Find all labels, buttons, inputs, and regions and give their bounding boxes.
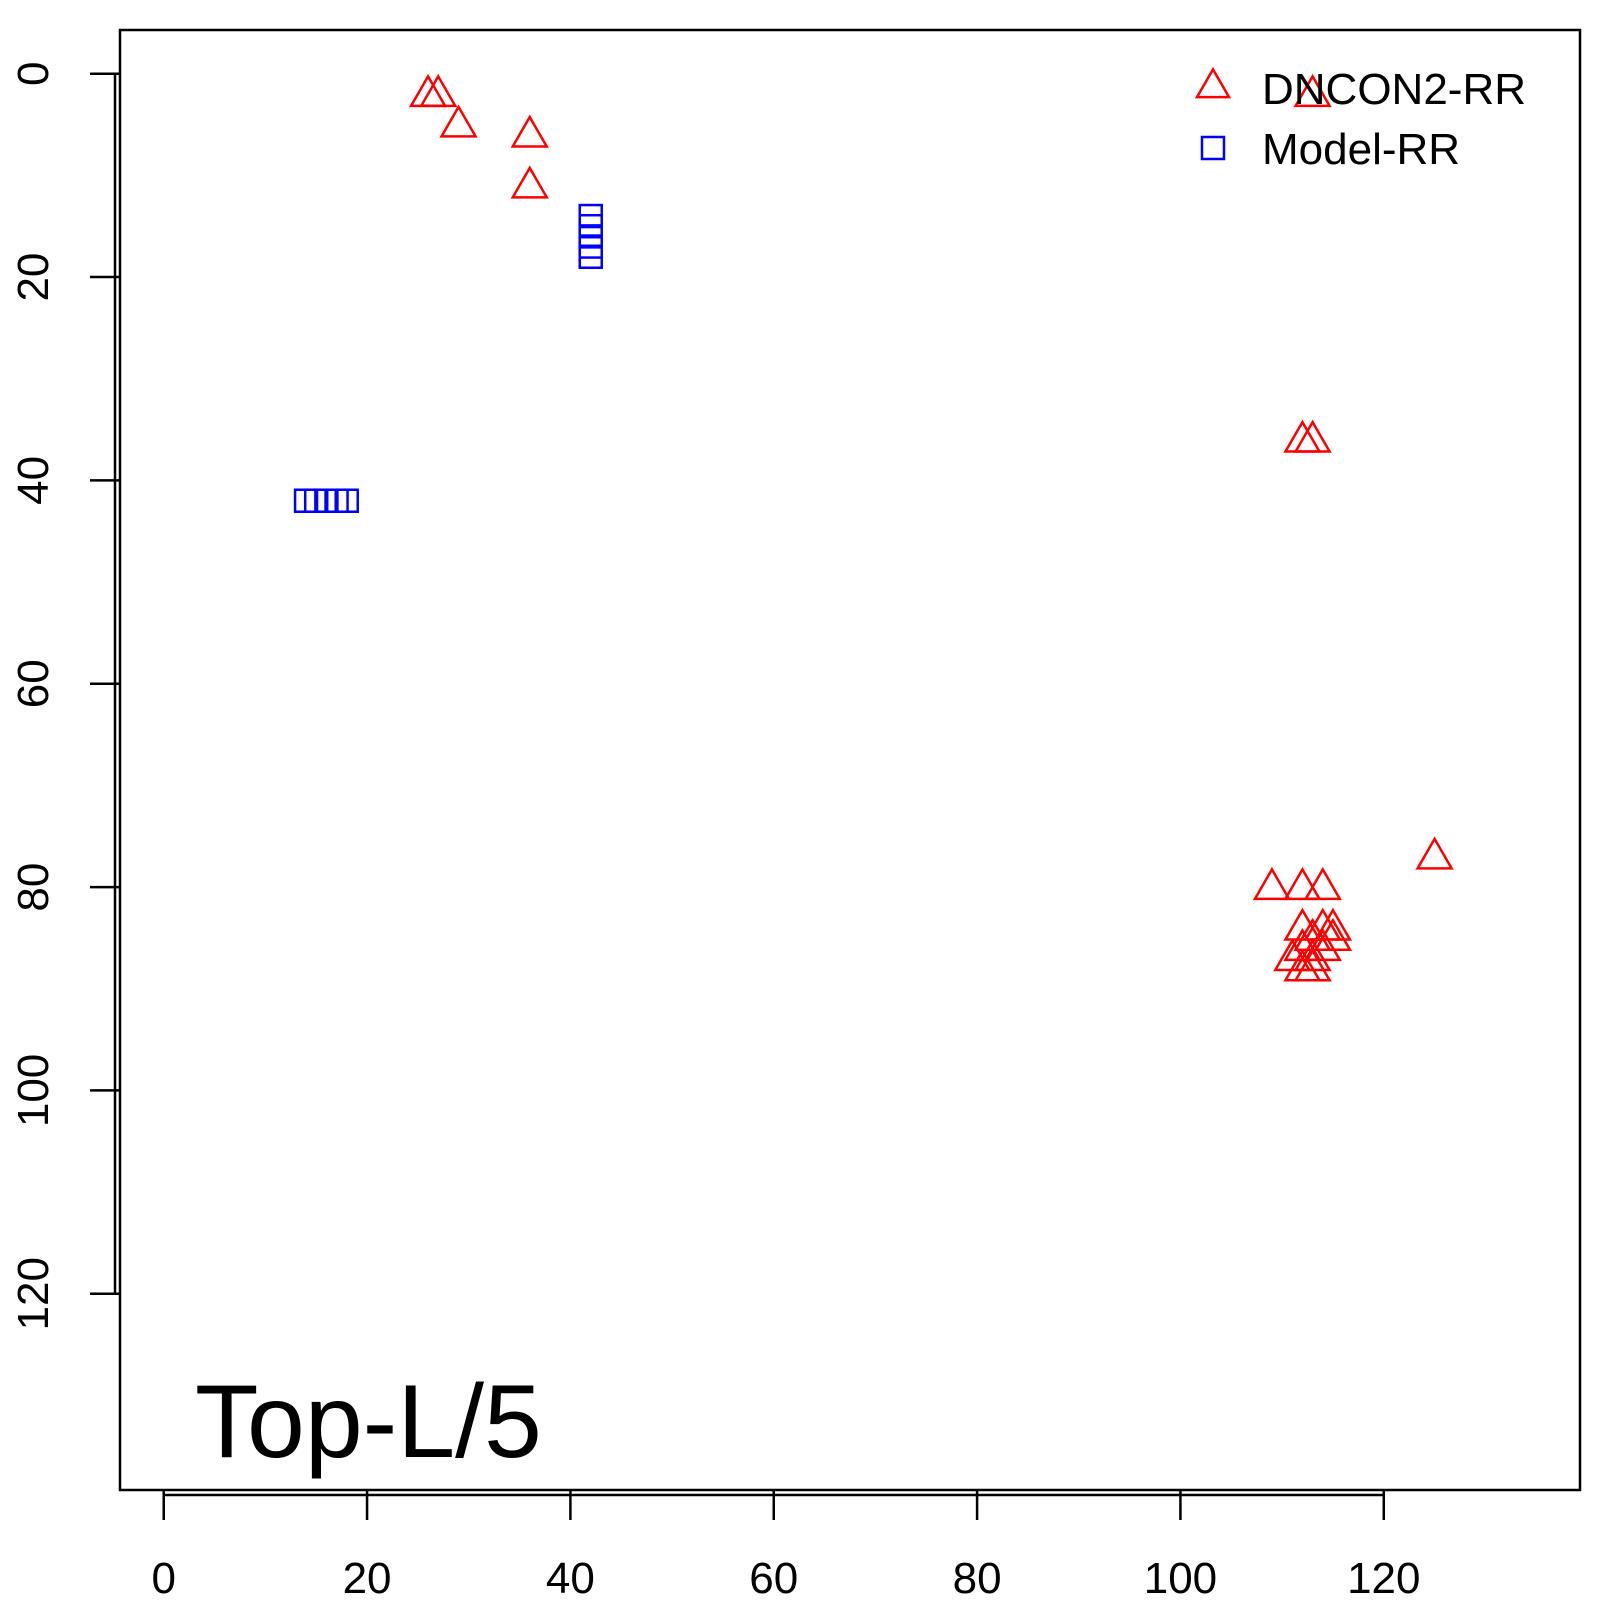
triangle-point — [1293, 948, 1332, 982]
legend-triangle-marker — [1194, 66, 1232, 99]
y-tick-label: 80 — [9, 863, 58, 912]
y-tick-label: 60 — [9, 659, 58, 708]
y-tick-label: 40 — [9, 456, 58, 505]
triangle-point — [1293, 73, 1332, 108]
y-tick-label: 0 — [9, 61, 58, 85]
y-tick-label: 120 — [9, 1257, 58, 1330]
x-tick-label: 100 — [1144, 1554, 1217, 1600]
square-point — [334, 488, 359, 513]
legend-square-marker — [1200, 135, 1226, 161]
triangle-point — [419, 73, 458, 108]
triangle-point — [1293, 419, 1332, 453]
y-tick-label: 100 — [9, 1054, 58, 1127]
x-tick-label: 0 — [151, 1554, 175, 1600]
y-tick-label: 20 — [9, 253, 58, 302]
x-tick-label: 40 — [546, 1554, 595, 1600]
triangle-point — [1415, 836, 1454, 870]
y-axis: 0 20 40 60 80 100 120 — [9, 61, 120, 1330]
triangle-point — [1313, 907, 1353, 941]
data-points — [293, 73, 1454, 982]
triangle-point — [1252, 866, 1292, 901]
square-point — [578, 244, 603, 269]
triangle-point — [1283, 866, 1322, 901]
legend-label: Model-RR — [1262, 125, 1460, 174]
triangle-point — [510, 114, 549, 148]
legend-label: DNCON2-RR — [1262, 65, 1526, 114]
triangle-point — [510, 165, 549, 199]
x-tick-label: 60 — [749, 1554, 798, 1600]
x-tick-label: 120 — [1347, 1554, 1420, 1600]
x-tick-label: 80 — [953, 1554, 1002, 1600]
triangle-point — [1303, 866, 1342, 901]
legend: DNCON2-RR Model-RR — [1194, 65, 1526, 174]
plot-frame — [118, 28, 1582, 1492]
triangle-point — [439, 104, 478, 138]
x-axis: 0 20 40 60 80 100 120 — [151, 1490, 1420, 1600]
x-tick-label: 20 — [343, 1554, 392, 1600]
panel-annotation: Top-L/5 — [195, 1364, 542, 1480]
